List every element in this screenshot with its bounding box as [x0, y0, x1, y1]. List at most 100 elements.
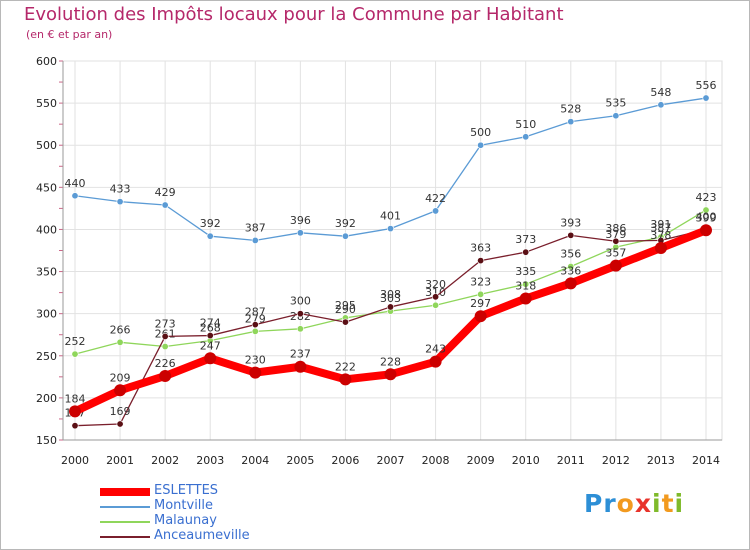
data-label-anceaumeville-2008: 320: [425, 278, 446, 291]
data-label-eslettes-2014: 399: [696, 211, 717, 224]
point-malaunay-2011: [567, 263, 575, 271]
x-tick-label-2009: 2009: [467, 454, 495, 467]
y-tick-label-450: 450: [36, 181, 57, 194]
data-label-anceaumeville-2009: 363: [470, 242, 491, 255]
data-label-montville-2012: 535: [605, 97, 626, 110]
y-tick-label-400: 400: [36, 223, 57, 236]
point-montville-2014: [702, 94, 710, 102]
x-tick-label-2001: 2001: [106, 454, 134, 467]
logo-letter: P: [584, 489, 604, 518]
point-anceaumeville-2004: [251, 321, 259, 329]
data-label-anceaumeville-2002: 273: [155, 317, 176, 330]
chart-subtitle: (en € et par an): [26, 28, 113, 41]
data-label-eslettes-2003: 247: [200, 339, 221, 352]
data-label-montville-2009: 500: [470, 126, 491, 139]
data-label-eslettes-2010: 318: [515, 280, 536, 293]
point-malaunay-2002: [161, 343, 169, 351]
data-label-malaunay-2013: 391: [650, 218, 671, 231]
data-label-anceaumeville-2011: 393: [560, 216, 581, 229]
chart-title: Evolution des Impôts locaux pour la Comm…: [24, 4, 564, 25]
point-eslettes-2000: [69, 405, 81, 418]
point-montville-2003: [206, 232, 214, 240]
x-tick-label-2007: 2007: [377, 454, 405, 467]
legend-label-montville: Montville: [154, 498, 214, 513]
data-label-montville-2006: 392: [335, 217, 356, 230]
point-montville-2005: [296, 229, 304, 237]
data-label-malaunay-2011: 356: [560, 248, 581, 261]
proxiti-logo: Proxiti: [584, 489, 684, 518]
data-label-anceaumeville-2014: 400: [696, 210, 717, 223]
data-label-montville-2010: 510: [515, 118, 536, 131]
data-label-eslettes-2009: 297: [470, 297, 491, 310]
data-label-malaunay-2007: 303: [380, 292, 401, 305]
point-anceaumeville-2000: [71, 422, 79, 430]
logo-letter: i: [652, 489, 662, 518]
data-label-eslettes-2007: 228: [380, 355, 401, 368]
x-tick-label-2005: 2005: [286, 454, 314, 467]
data-label-anceaumeville-2012: 386: [605, 222, 626, 235]
point-eslettes-2007: [384, 368, 397, 381]
point-montville-2000: [71, 192, 79, 200]
y-tick-label-500: 500: [36, 139, 57, 152]
y-tick-label-250: 250: [36, 350, 57, 363]
legend-swatch-anceaumeville: [100, 536, 150, 538]
point-eslettes-2010: [519, 292, 532, 305]
data-label-anceaumeville-2001: 169: [110, 405, 131, 418]
point-malaunay-2005: [296, 325, 304, 333]
point-montville-2010: [522, 133, 530, 141]
data-label-malaunay-2003: 268: [200, 322, 221, 335]
x-tick-label-2013: 2013: [647, 454, 675, 467]
data-label-eslettes-2002: 226: [155, 357, 176, 370]
point-montville-2009: [477, 141, 485, 149]
data-label-malaunay-2004: 279: [245, 312, 266, 325]
data-label-eslettes-2012: 357: [605, 247, 626, 260]
legend-swatch-montville: [100, 506, 150, 508]
point-eslettes-2011: [564, 277, 577, 290]
point-malaunay-2010: [522, 280, 530, 288]
data-label-malaunay-2012: 379: [605, 228, 626, 241]
data-label-montville-2004: 387: [245, 221, 266, 234]
point-montville-2012: [612, 112, 620, 120]
point-eslettes-2002: [159, 369, 172, 382]
data-label-eslettes-2013: 378: [650, 229, 671, 242]
data-label-montville-2013: 548: [650, 86, 671, 99]
point-malaunay-2014: [702, 206, 710, 214]
point-eslettes-2006: [339, 373, 352, 386]
data-label-eslettes-2008: 243: [425, 343, 446, 356]
point-eslettes-2012: [609, 259, 622, 272]
point-malaunay-2001: [116, 338, 124, 346]
point-anceaumeville-2001: [116, 420, 124, 428]
data-label-anceaumeville-2010: 373: [515, 233, 536, 246]
logo-letter: o: [616, 489, 635, 518]
data-label-malaunay-2000: 252: [65, 335, 86, 348]
point-montville-2001: [116, 198, 124, 206]
point-anceaumeville-2012: [612, 237, 620, 245]
point-eslettes-2008: [429, 355, 442, 368]
x-tick-label-2011: 2011: [557, 454, 585, 467]
point-anceaumeville-2005: [296, 310, 304, 318]
x-tick-label-2006: 2006: [331, 454, 359, 467]
data-label-eslettes-2001: 209: [110, 371, 131, 384]
y-tick-label-300: 300: [36, 308, 57, 321]
point-anceaumeville-2006: [341, 318, 349, 326]
x-tick-label-2014: 2014: [692, 454, 720, 467]
point-montville-2008: [432, 207, 440, 215]
point-anceaumeville-2007: [386, 303, 394, 311]
point-anceaumeville-2011: [567, 231, 575, 239]
legend-swatch-eslettes: [100, 488, 150, 496]
point-malaunay-2008: [432, 301, 440, 309]
data-label-eslettes-2000: 184: [65, 392, 86, 405]
legend-swatch-malaunay: [100, 521, 150, 523]
data-label-montville-2007: 401: [380, 210, 401, 223]
data-label-montville-2001: 433: [110, 183, 131, 196]
data-label-eslettes-2006: 222: [335, 360, 356, 373]
logo-letter: t: [661, 489, 675, 518]
point-anceaumeville-2010: [522, 248, 530, 256]
data-label-montville-2002: 429: [155, 186, 176, 199]
y-tick-label-600: 600: [36, 55, 57, 68]
point-anceaumeville-2009: [477, 257, 485, 265]
data-label-eslettes-2005: 237: [290, 348, 311, 361]
point-montville-2006: [341, 232, 349, 240]
x-tick-label-2003: 2003: [196, 454, 224, 467]
data-label-anceaumeville-2005: 300: [290, 295, 311, 308]
